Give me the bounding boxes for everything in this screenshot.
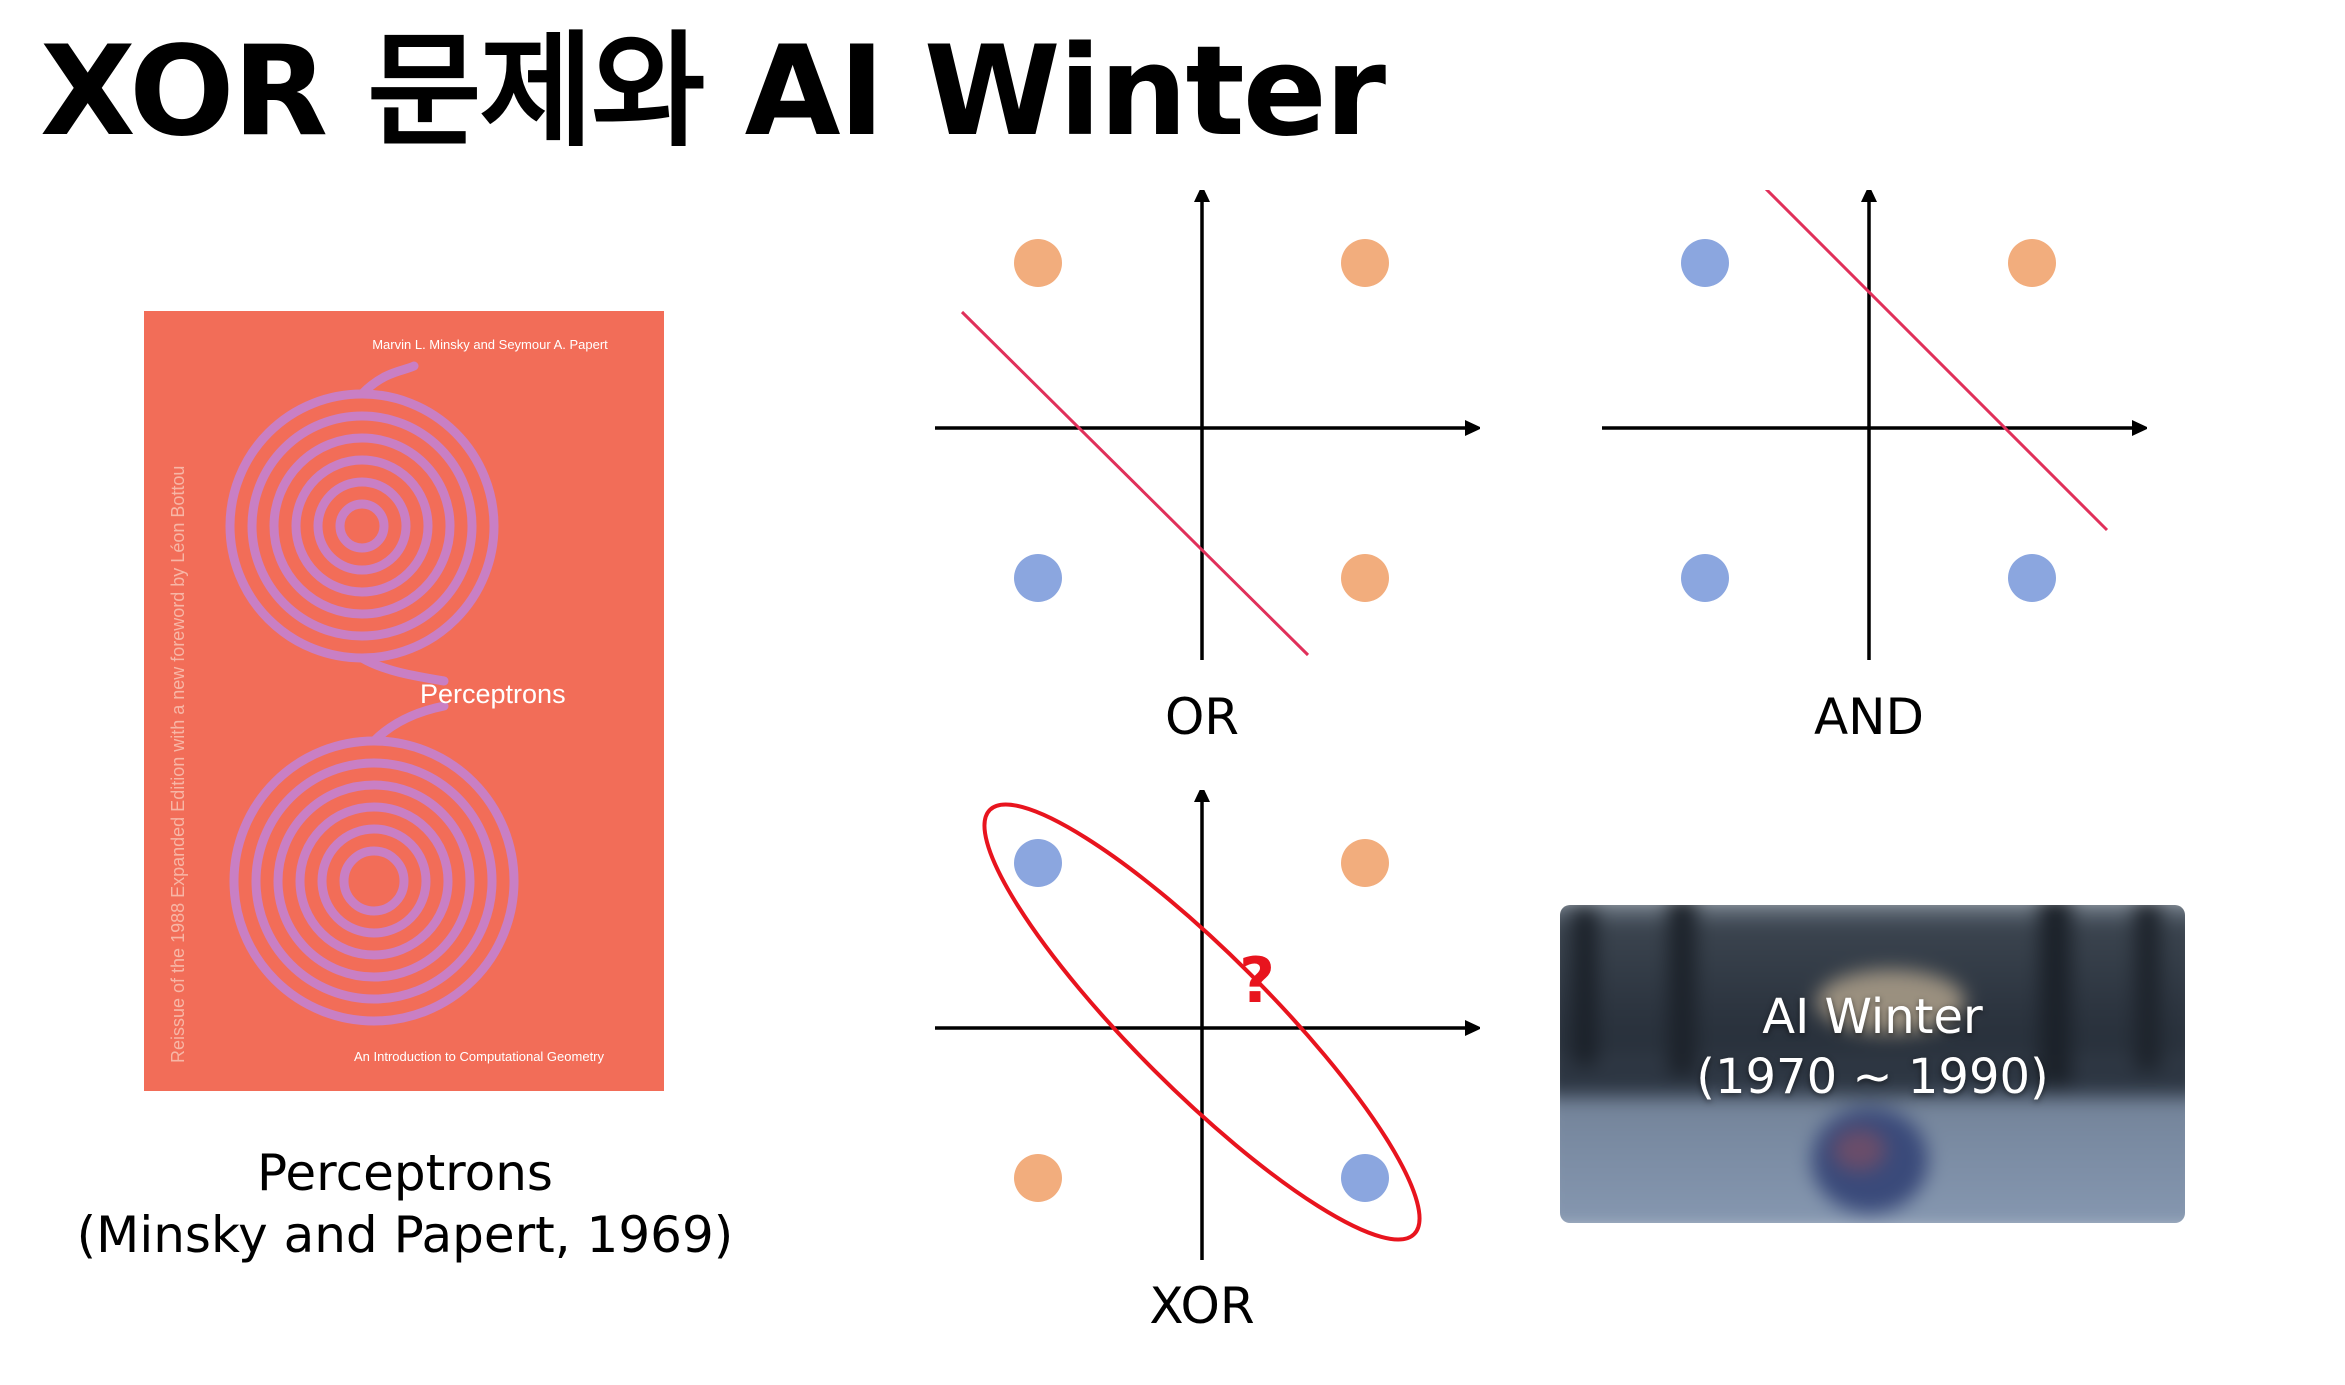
winter-photo-background: [1560, 905, 2185, 1223]
decision-boundary: [1764, 190, 2109, 532]
book-cover-title: Perceptrons: [420, 679, 566, 709]
y-axis-arrow: [1861, 190, 1877, 202]
xor-grouping-ellipse: [982, 802, 1422, 1242]
book-cover-background: [144, 311, 664, 1091]
x-axis-arrow: [2132, 420, 2147, 436]
book-caption-title: Perceptrons: [257, 1144, 553, 1202]
point-orange: [1341, 239, 1389, 287]
y-axis-arrow: [1194, 790, 1210, 802]
book-cover-image: Marvin L. Minsky and Seymour A. Papert R…: [144, 311, 664, 1091]
spiral-graphic: [225, 361, 519, 1026]
point-blue: [2008, 554, 2056, 602]
or-plot: [935, 190, 1480, 660]
point-blue: [1341, 1154, 1389, 1202]
point-blue: [1681, 554, 1729, 602]
book-caption-citation: (Minsky and Papert, 1969): [76, 1206, 734, 1264]
point-orange: [2008, 239, 2056, 287]
book-subtitle: An Introduction to Computational Geometr…: [354, 1049, 605, 1064]
point-orange: [1341, 839, 1389, 887]
point-orange: [1014, 1154, 1062, 1202]
book-caption: Perceptrons (Minsky and Papert, 1969): [60, 1142, 750, 1266]
book-authors: Marvin L. Minsky and Seymour A. Papert: [372, 337, 608, 352]
page-title: XOR 문제와 AI Winter: [40, 20, 1386, 164]
point-blue: [1014, 839, 1062, 887]
question-mark: ?: [1239, 944, 1275, 1017]
xor-label: XOR: [1149, 1277, 1255, 1335]
y-axis-arrow: [1194, 190, 1210, 202]
ai-winter-years: (1970 ~ 1990): [1696, 1049, 2049, 1105]
point-orange: [1014, 239, 1062, 287]
and-label: AND: [1813, 688, 1925, 746]
point-blue: [1014, 554, 1062, 602]
decision-boundary: [960, 310, 1310, 657]
and-plot: [1602, 190, 2147, 660]
point-orange: [1341, 554, 1389, 602]
x-axis-arrow: [1465, 1020, 1480, 1036]
xor-plot: ?: [935, 790, 1480, 1260]
ai-winter-image: AI Winter (1970 ~ 1990): [1560, 905, 2185, 1223]
ai-winter-text: AI Winter (1970 ~ 1990): [1560, 987, 2185, 1107]
book-spine-text: Reissue of the 1988 Expanded Edition wit…: [168, 466, 188, 1063]
ai-winter-title: AI Winter: [1762, 989, 1983, 1045]
x-axis-arrow: [1465, 420, 1480, 436]
point-blue: [1681, 239, 1729, 287]
or-label: OR: [1164, 688, 1240, 746]
